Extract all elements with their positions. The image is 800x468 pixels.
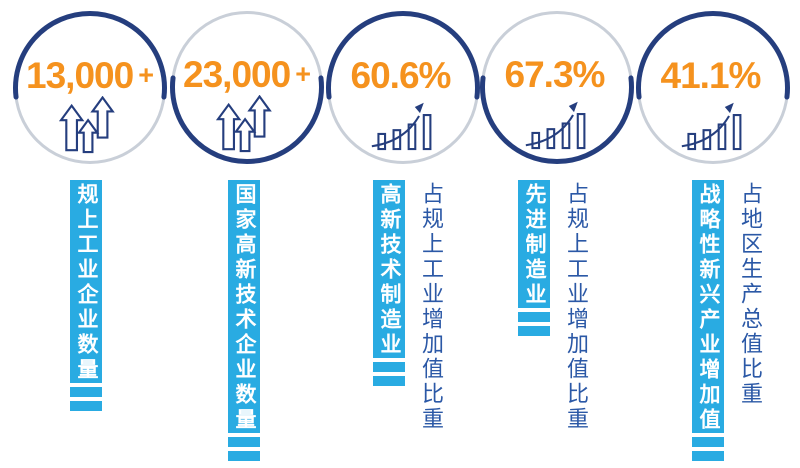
stat-number: 41.1% [660, 55, 762, 96]
stat-number: 13,000 [26, 55, 134, 96]
bar-chart-rising-icon [525, 101, 586, 150]
circle-ring [170, 11, 324, 164]
stat-circle-3: 60.6% [325, 10, 481, 166]
label-dash [70, 387, 102, 397]
stat-label: 先进制造业 [518, 180, 550, 308]
stat-label: 战略性新兴产业增加值 [692, 180, 724, 433]
stat-label-group-1: 规上工业企业数量 [70, 180, 102, 411]
arrows-up-icon [59, 96, 115, 154]
bar-chart-rising-icon [681, 102, 742, 151]
label-column: 规上工业企业数量 [70, 180, 102, 411]
stat-circle-2: 23,000 + [169, 9, 325, 165]
stat-circle-4: 67.3% [479, 9, 635, 165]
circle-ring [480, 11, 634, 164]
label-dash [518, 312, 550, 322]
stat-circle-5: 41.1% [635, 10, 791, 166]
label-dash [692, 437, 724, 447]
label-dash [518, 326, 550, 336]
stat-suffix: + [295, 59, 311, 89]
stat-label: 高新技术制造业 [373, 180, 405, 358]
circle-ring [636, 11, 790, 164]
stat-sublabel: 占规上工业增加值比重 [419, 182, 444, 432]
stat-label-group-2: 国家高新技术企业数量 [228, 180, 260, 461]
stat-label: 国家高新技术企业数量 [228, 180, 260, 433]
stat-number: 60.6% [350, 55, 452, 96]
label-dash [70, 401, 102, 411]
stat-value: 67.3% [479, 53, 635, 96]
stat-value: 13,000 + [12, 54, 168, 97]
stat-value: 23,000 + [169, 53, 325, 96]
stat-label: 规上工业企业数量 [70, 180, 102, 383]
label-column: 战略性新兴产业增加值 [692, 180, 724, 461]
stat-sublabel: 占地区生产总值比重 [738, 182, 763, 407]
stat-suffix: + [138, 60, 154, 90]
stat-sublabel: 占规上工业增加值比重 [564, 182, 589, 432]
label-dash [373, 362, 405, 372]
label-dash [228, 451, 260, 461]
stat-number: 67.3% [504, 54, 606, 95]
bar-chart-rising-icon [371, 102, 432, 151]
label-column: 国家高新技术企业数量 [228, 180, 260, 461]
circle-ring [13, 11, 167, 164]
label-dash [373, 376, 405, 386]
label-column: 高新技术制造业 [373, 180, 405, 386]
label-dash [692, 451, 724, 461]
stat-label-group-5: 战略性新兴产业增加值 占地区生产总值比重 [692, 180, 763, 461]
stat-value: 41.1% [635, 54, 791, 97]
stat-number: 23,000 [183, 54, 291, 95]
stat-value: 60.6% [325, 54, 481, 97]
stat-label-group-3: 高新技术制造业 占规上工业增加值比重 [373, 180, 444, 432]
label-column: 先进制造业 [518, 180, 550, 336]
arrows-up-icon [216, 95, 272, 153]
stat-label-group-4: 先进制造业 占规上工业增加值比重 [518, 180, 589, 432]
label-dash [228, 437, 260, 447]
circle-ring [326, 11, 480, 164]
stat-circle-1: 13,000 + [12, 10, 168, 166]
